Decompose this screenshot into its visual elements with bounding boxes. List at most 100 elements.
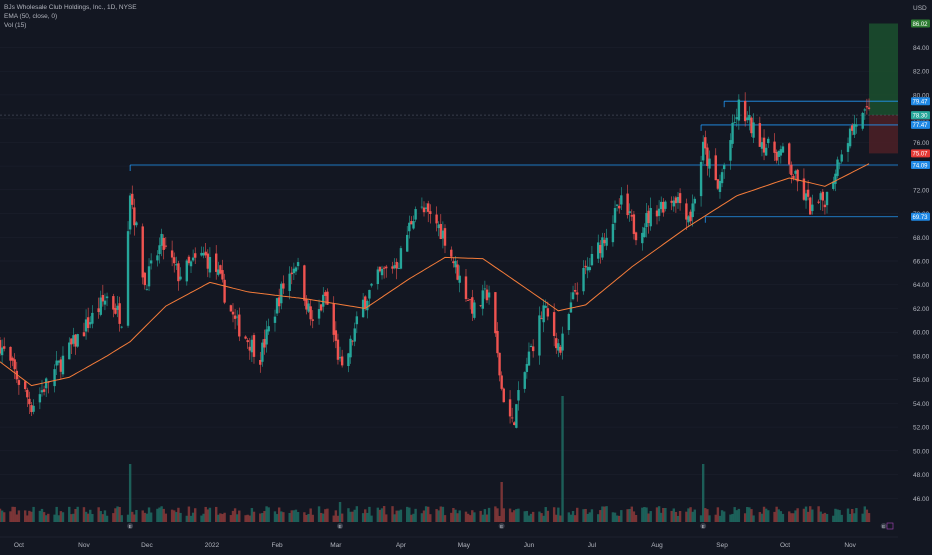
- candle-body: [263, 338, 266, 348]
- volume-bar: [141, 510, 144, 522]
- legend-volume[interactable]: Vol (15): [4, 22, 27, 29]
- volume-bar: [836, 509, 839, 522]
- volume-bar: [326, 508, 329, 522]
- candle-body: [252, 335, 256, 357]
- volume-bar: [481, 514, 484, 522]
- candle-body: [647, 210, 650, 223]
- volume-bar: [750, 509, 753, 522]
- price-badge-label: 74.09: [913, 163, 929, 169]
- candle-body: [158, 245, 161, 255]
- dividend-marker: [886, 522, 894, 530]
- volume-bar: [248, 515, 251, 522]
- volume-bar: [114, 508, 117, 522]
- price-badge-label: 75.07: [913, 152, 929, 158]
- volume-bar: [324, 509, 327, 522]
- volume-bar: [468, 515, 472, 522]
- candle-body: [368, 289, 371, 299]
- candle-body: [395, 261, 398, 269]
- volume-bar: [576, 507, 579, 522]
- price-axis[interactable]: 46.00 48.00 50.00 52.00 54.00 56.00 58.00 60.00…: [898, 0, 932, 550]
- volume-bar: [851, 508, 854, 522]
- volume-bar: [540, 513, 543, 522]
- candle-body: [750, 117, 753, 134]
- volume-bar: [208, 507, 212, 522]
- candle-body: [120, 326, 123, 328]
- volume-bar: [597, 514, 600, 522]
- volume-bar: [57, 515, 60, 522]
- volume-bar: [584, 508, 587, 522]
- volume-bar: [135, 509, 138, 522]
- volume-bar: [30, 511, 33, 522]
- volume-bar: [44, 515, 48, 522]
- volume-bar: [131, 511, 134, 522]
- candle-body: [729, 140, 732, 161]
- candle-body: [0, 340, 2, 354]
- volume-bar: [796, 508, 799, 522]
- candle-body: [53, 369, 56, 387]
- candle-body: [380, 268, 384, 276]
- volume-bar: [743, 513, 747, 522]
- candle-body: [531, 346, 535, 352]
- volume-bar: [471, 510, 474, 522]
- candle-body: [11, 357, 14, 361]
- candle-body: [836, 159, 839, 176]
- volume-bar: [76, 506, 79, 522]
- candle-body: [28, 398, 31, 405]
- volume-bar: [456, 513, 459, 522]
- volume-bar: [788, 511, 791, 522]
- candle-body: [567, 313, 571, 331]
- volume-bar: [118, 507, 121, 522]
- candle-body: [716, 179, 720, 189]
- position-tool[interactable]: [0, 23, 898, 154]
- candle-body: [303, 265, 306, 301]
- volume-bar: [42, 512, 46, 522]
- volume-bar: [764, 508, 768, 522]
- legend-ema[interactable]: EMA (50, close, 0): [4, 13, 58, 20]
- time-tick-label: Dec: [141, 542, 153, 549]
- volume-bar: [332, 515, 335, 522]
- candle-body: [746, 117, 749, 120]
- volume-bar: [282, 512, 285, 522]
- candle-body: [863, 109, 867, 111]
- volume-bar: [406, 506, 409, 522]
- volume-bar: [74, 508, 77, 522]
- volume-bar: [762, 506, 766, 522]
- candle-body: [143, 272, 147, 286]
- candle-body: [30, 405, 33, 413]
- candle-body: [861, 112, 864, 129]
- candle-body: [618, 205, 621, 209]
- candle-body: [233, 315, 237, 319]
- chart-legend[interactable]: BJs Wholesale Club Holdings, Inc., 1D, N…: [4, 3, 137, 30]
- volume-bar: [429, 514, 432, 522]
- volume-bar: [525, 510, 529, 522]
- candle-body: [773, 141, 776, 153]
- candle-body: [502, 388, 505, 403]
- candle-body: [643, 227, 646, 238]
- price-badge-label: 69.73: [913, 215, 929, 221]
- volume-bar: [483, 509, 487, 522]
- price-tick-label: 58.00: [913, 353, 930, 360]
- legend-symbol[interactable]: BJs Wholesale Club Holdings, Inc., 1D, N…: [4, 4, 137, 11]
- time-tick-label: Feb: [271, 542, 283, 549]
- candle-body: [191, 257, 195, 261]
- volume-bar: [485, 514, 489, 522]
- volume-bar: [223, 512, 226, 522]
- candle-body: [790, 164, 793, 175]
- time-tick-label: May: [458, 542, 471, 549]
- volume-bar: [112, 513, 115, 522]
- volume-bar: [517, 508, 520, 522]
- candle-body: [9, 346, 12, 361]
- time-tick-label: Nov: [78, 542, 90, 549]
- volume-bar: [645, 507, 648, 522]
- candle-body: [17, 380, 21, 385]
- volume-bar: [508, 508, 512, 522]
- volume-bar: [473, 512, 476, 522]
- volume-bar: [746, 506, 749, 522]
- time-axis[interactable]: Oct Nov Dec 2022 Feb Mar Apr May Jun Jul Aug Sep Oct…: [0, 536, 898, 549]
- volume-bar: [704, 508, 707, 522]
- volume-bar: [586, 513, 589, 522]
- volume-bar: [823, 512, 827, 522]
